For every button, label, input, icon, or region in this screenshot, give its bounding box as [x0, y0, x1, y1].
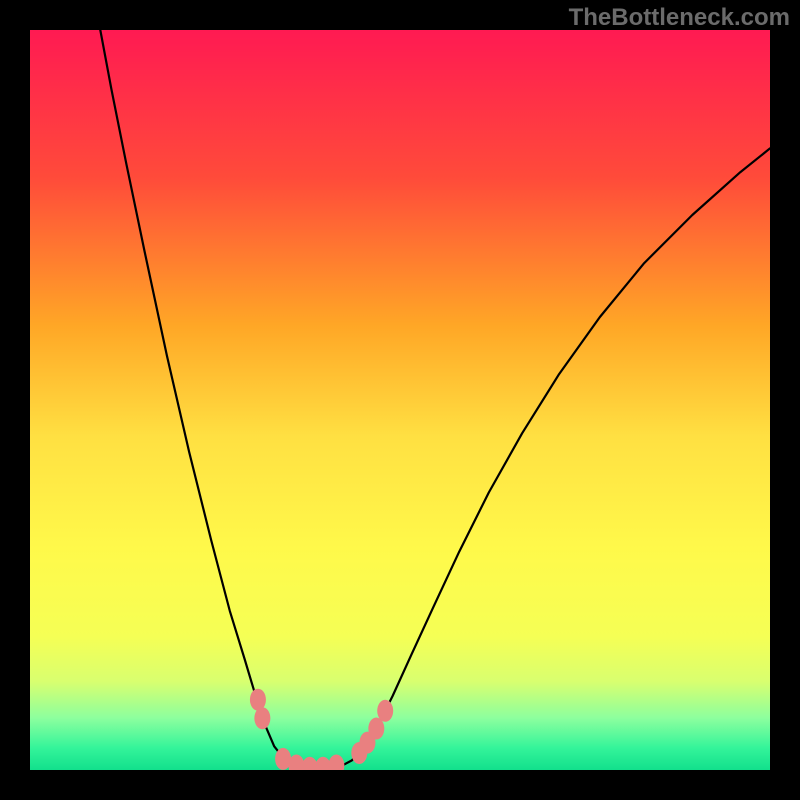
bottleneck-chart	[0, 0, 800, 800]
watermark-text: TheBottleneck.com	[569, 4, 790, 32]
curve-marker	[254, 707, 270, 729]
curve-marker	[368, 718, 384, 740]
chart-gradient-background	[30, 30, 770, 770]
curve-marker	[377, 700, 393, 722]
